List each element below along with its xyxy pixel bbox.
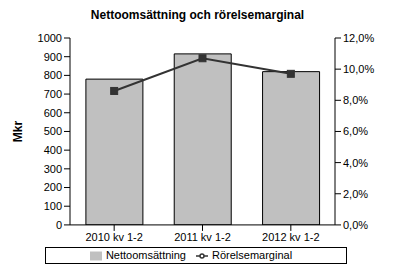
svg-text:8,0%: 8,0% xyxy=(343,94,368,106)
svg-text:2012 kv 1-2: 2012 kv 1-2 xyxy=(262,231,319,243)
svg-text:200: 200 xyxy=(44,181,62,193)
html-text:Nettoomsättning: Nettoomsättning xyxy=(105,248,186,261)
svg-text:2,0%: 2,0% xyxy=(343,188,368,200)
svg-text:1000: 1000 xyxy=(38,32,62,44)
svg-text:4,0%: 4,0% xyxy=(343,157,368,169)
svg-text:700: 700 xyxy=(44,88,62,100)
svg-text:100: 100 xyxy=(44,200,62,212)
svg-text:0: 0 xyxy=(56,219,62,231)
svg-text:400: 400 xyxy=(44,144,62,156)
svg-text:600: 600 xyxy=(44,107,62,119)
svg-text:900: 900 xyxy=(44,51,62,63)
svg-text:12,0%: 12,0% xyxy=(343,32,374,44)
svg-text:300: 300 xyxy=(44,163,62,175)
svg-text:Mkr: Mkr xyxy=(11,120,25,142)
svg-text:800: 800 xyxy=(44,69,62,81)
html-text:Nettoomsättning och rörelsemar: Nettoomsättning och rörelsemarginal xyxy=(90,8,305,22)
svg-text:6,0%: 6,0% xyxy=(343,125,368,137)
svg-text:2010 kv 1-2: 2010 kv 1-2 xyxy=(85,231,142,243)
svg-text:0,0%: 0,0% xyxy=(343,219,368,231)
svg-text:2011 kv 1-2: 2011 kv 1-2 xyxy=(174,231,231,243)
svg-text:10,0%: 10,0% xyxy=(343,63,374,75)
html-text:Rörelsemarginal: Rörelsemarginal xyxy=(212,248,293,261)
svg-text:500: 500 xyxy=(44,125,62,137)
